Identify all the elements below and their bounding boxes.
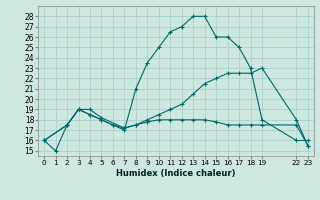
X-axis label: Humidex (Indice chaleur): Humidex (Indice chaleur) — [116, 169, 236, 178]
